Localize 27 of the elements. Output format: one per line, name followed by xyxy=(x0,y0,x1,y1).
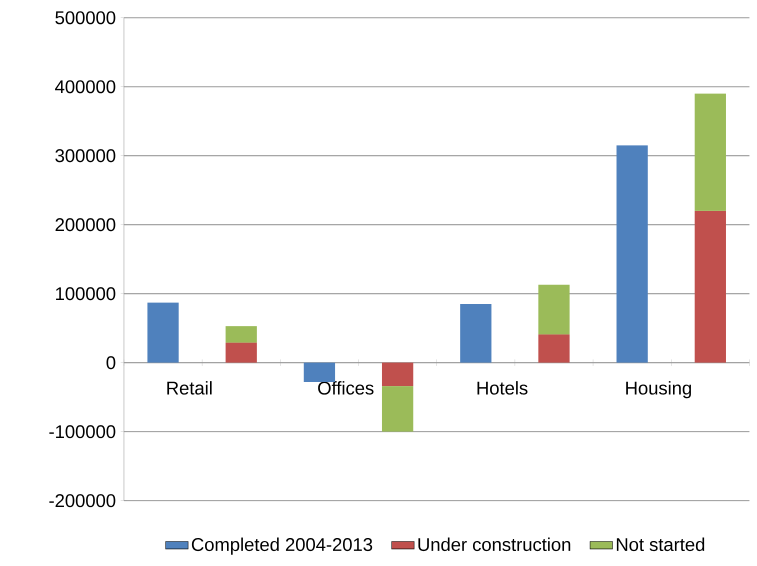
bar xyxy=(538,334,570,363)
bar xyxy=(147,302,179,363)
y-tick-label: 0 xyxy=(106,356,116,370)
x-tick-label: Housing xyxy=(626,381,691,398)
bar xyxy=(304,362,336,382)
y-tick-label: 400000 xyxy=(55,80,116,94)
bar xyxy=(538,284,570,335)
bar xyxy=(382,362,414,386)
legend-label: Completed 2004-2013 xyxy=(192,538,372,555)
bar xyxy=(226,342,257,363)
legend-label: Under construction xyxy=(418,538,570,552)
y-tick-label: -200000 xyxy=(49,494,116,508)
y-tick-label: 500000 xyxy=(55,11,116,24)
bar xyxy=(460,304,492,363)
x-tick-label: Offices xyxy=(318,381,374,395)
bar xyxy=(382,386,414,432)
bar xyxy=(694,211,726,363)
y-tick-label: 300000 xyxy=(55,149,116,162)
legend-label: Not started xyxy=(616,538,704,552)
bar xyxy=(694,94,726,212)
y-tick-label: -100000 xyxy=(49,425,116,438)
bar xyxy=(226,326,257,343)
x-tick-label: Hotels xyxy=(478,381,528,395)
bar xyxy=(616,146,648,363)
y-tick-label: 200000 xyxy=(56,218,116,232)
x-tick-label: Retail xyxy=(167,381,212,395)
y-tick-label: 100000 xyxy=(56,287,116,300)
